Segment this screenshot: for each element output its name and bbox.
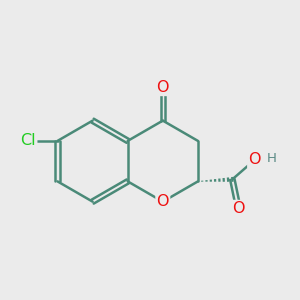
Text: Cl: Cl bbox=[21, 134, 36, 148]
Text: O: O bbox=[232, 201, 245, 216]
Text: O: O bbox=[248, 152, 261, 167]
Text: O: O bbox=[157, 80, 169, 95]
Text: H: H bbox=[267, 152, 277, 165]
Text: O: O bbox=[157, 194, 169, 209]
